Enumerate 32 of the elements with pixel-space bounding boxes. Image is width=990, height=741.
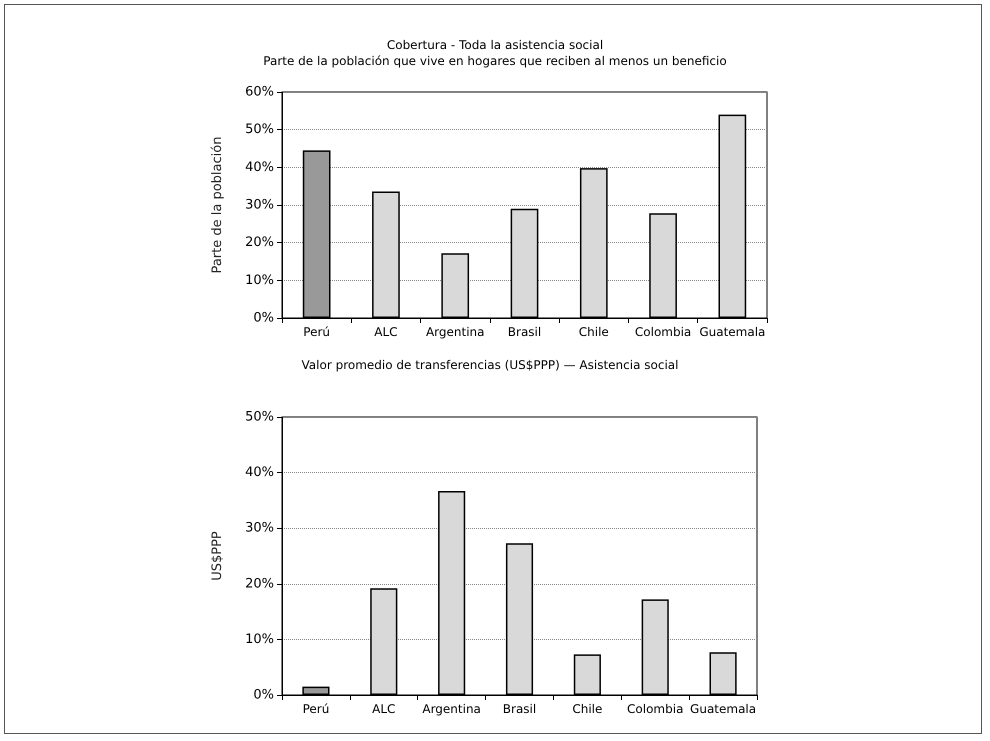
x-tick-label: Guatemala [699,325,766,339]
y-tick-label: 60% [245,84,274,100]
x-tick-label: Perú [302,702,330,716]
x-tick-label: Chile [572,702,602,716]
x-tick-label: Argentina [426,325,484,339]
x-tick-label: Colombia [627,702,684,716]
chart-title: Valor promedio de transferencias (US$PPP) — Asistencia social [302,358,678,372]
y-tick-label: 40% [245,465,274,480]
x-tick-label: Colombia [634,325,692,339]
x-tick-label: Guatemala [690,702,756,716]
y-axis-title: US$PPP [210,531,225,581]
y-tick-label: 30% [245,520,274,536]
x-tick-label: Brasil [508,325,542,339]
x-tick-label: ALC [372,702,396,716]
x-tick-label: Argentina [422,702,481,716]
y-tick-label: 20% [245,576,274,592]
y-tick-label: 10% [245,632,274,647]
y-tick-label: 50% [245,410,274,424]
x-tick-label: Chile [578,325,609,339]
x-tick-label: Brasil [502,702,536,716]
y-axis-title: Parte de la población [210,136,225,274]
y-tick-label: 10% [245,272,274,288]
chart-title: Cobertura - Toda la asistencia social [386,38,604,52]
x-tick-label: Perú [303,325,330,339]
y-tick-label: 50% [245,122,274,138]
y-tick-label: 0% [253,310,274,326]
y-tick-label: 0% [253,688,274,702]
chart-subtitle: Parte de la población que vive en hogares que reciben al menos un beneficio [263,54,727,68]
y-tick-label: 40% [245,160,274,175]
y-tick-label: 30% [245,198,274,212]
x-tick-label: ALC [374,325,398,339]
y-tick-label: 20% [245,235,274,250]
